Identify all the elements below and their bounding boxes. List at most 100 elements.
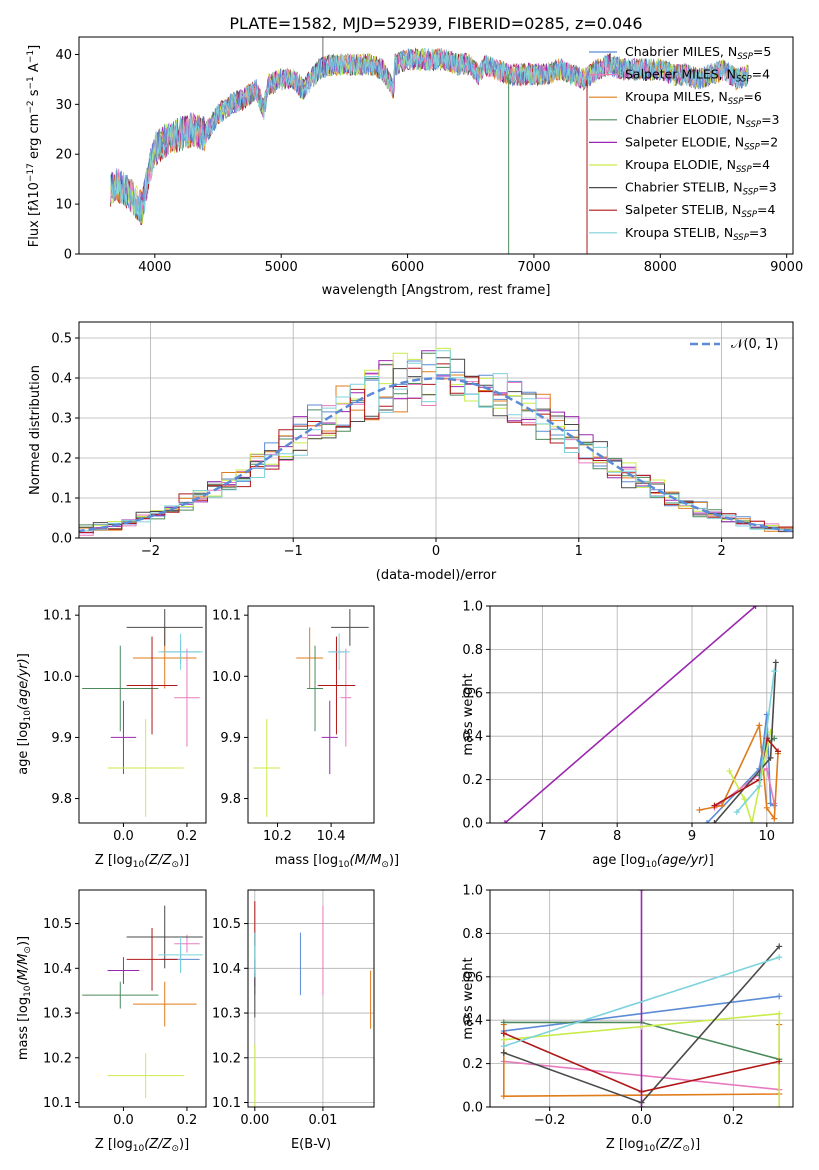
weight-marker (771, 668, 778, 675)
legend-entry: Salpeter MILES, NSSP=4 (625, 67, 770, 85)
errorbar-point (253, 719, 281, 817)
errorbar-point (158, 633, 203, 671)
weight-marker (726, 767, 733, 774)
y-tick-label: 0.2 (462, 773, 483, 788)
x-tick-label: −0.2 (534, 1113, 566, 1128)
axes-frame (78, 889, 207, 1108)
weight-marker (767, 754, 774, 761)
weight-marker (718, 802, 725, 809)
x-tick-label: 0.0 (113, 1113, 134, 1128)
weight-series (728, 731, 772, 823)
weight-marker (696, 806, 703, 813)
weight-marker (501, 820, 508, 823)
plot-area (501, 606, 782, 823)
y-tick-label: 10.1 (212, 1096, 241, 1111)
panel-massweight-vs-z: −0.2 0.0 0.2 0.0 0.2 0.4 0.6 0.8 1.0 mass weight Z… (461, 884, 794, 1154)
axes-frame (78, 36, 794, 255)
legend-entry: Chabrier STELIB, NSSP=3 (625, 180, 777, 198)
x-tick-label: 0.0 (631, 1113, 652, 1128)
y-axis-label: mass weight (461, 957, 476, 1039)
y-axis-label: Normed distribution (28, 365, 43, 495)
y-tick-label: 10.0 (43, 670, 72, 685)
plot-area (253, 609, 369, 817)
y-tick-label: 10.4 (212, 962, 241, 977)
legend: Chabrier MILES, NSSP=5 Salpeter MILES, NS… (589, 44, 780, 243)
legend-entry: Kroupa STELIB, NSSP=3 (625, 225, 767, 243)
errorbar-point (107, 719, 184, 817)
y-tick-label: 10 (55, 198, 72, 213)
weight-marker (500, 1036, 507, 1043)
x-tick-label: 4000 (138, 260, 171, 275)
y-tick-label: 10.4 (43, 962, 72, 977)
legend-entry: Kroupa ELODIE, NSSP=4 (625, 157, 770, 175)
y-tick-label: 0.4 (51, 372, 72, 387)
errorbar-point (132, 981, 197, 1027)
y-tick-label: 0.2 (462, 1057, 483, 1072)
x-axis-label: age [log10(age/yr)] (592, 853, 714, 870)
axis-label: mass [log10(M/M⊙)] (275, 853, 399, 870)
weight-marker (500, 1093, 507, 1100)
x-tick-label: 10.2 (263, 829, 292, 844)
weight-marker (703, 820, 710, 823)
y-tick-label: 0.0 (51, 532, 72, 547)
y-tick-label: 0.6 (462, 686, 483, 701)
weight-marker (772, 659, 779, 666)
weight-marker (638, 1088, 645, 1095)
legend-entry: Kroupa MILES, NSSP=6 (625, 89, 762, 107)
panel-age-vs-mass: 10.2 10.4 9.8 9.9 10.0 10.1 mass [log10(M/M⊙)] (212, 605, 399, 870)
x-tick-label: −2 (141, 544, 160, 559)
y-tick-label: 30 (55, 98, 72, 113)
panel-mass-vs-ebv: 0.00 0.01 10.1 10.2 10.3 10.4 10.5 E(B-V) (212, 889, 375, 1152)
weight-marker (776, 993, 783, 1000)
y-tick-label: 40 (55, 48, 72, 63)
errorbar-point (328, 633, 350, 671)
panel-spectrum: 4000 5000 6000 7000 8000 9000 0 10 20 30 40 wavelen… (26, 36, 803, 298)
y-tick-label: 10.1 (212, 609, 241, 624)
errorbar-point (126, 928, 178, 991)
weight-series (503, 956, 780, 1047)
weight-marker (771, 815, 778, 822)
x-tick-label: 10 (759, 829, 776, 844)
x-tick-label: 0.2 (177, 829, 198, 844)
weight-marker (711, 820, 718, 823)
weight-marker (776, 1058, 783, 1065)
legend-entry: Chabrier ELODIE, NSSP=3 (625, 112, 780, 130)
y-tick-label: 10.3 (43, 1007, 72, 1022)
errorbar-point (340, 648, 352, 747)
weight-marker (776, 943, 783, 950)
x-axis-label: wavelength [Angstrom, rest frame] (322, 283, 551, 298)
x-tick-label: 7000 (517, 260, 550, 275)
y-tick-label: 0.4 (462, 1014, 483, 1029)
y-tick-label: 0 (64, 248, 72, 263)
y-axis-label: mass [log10(M/M⊙)] (16, 936, 33, 1060)
legend-entry: 𝒩(0, 1) (731, 337, 778, 352)
errorbar-point (306, 645, 324, 732)
errorbar-point (126, 609, 203, 646)
weight-marker (763, 765, 770, 772)
x-tick-label: 0.0 (113, 829, 134, 844)
weight-marker (500, 1030, 507, 1037)
panel-residuals: −2 −1 0 1 2 0.0 0.1 0.2 0.3 0.4 0.5 𝒩(0, 1) (data-mo… (28, 321, 794, 583)
y-tick-label: 1.0 (462, 600, 483, 615)
errorbar-point (158, 936, 203, 973)
plot-area (79, 347, 793, 537)
x-tick-label: 8000 (644, 260, 677, 275)
weight-marker (500, 1043, 507, 1050)
weight-marker (638, 1099, 645, 1106)
y-axis-label: mass weight (461, 673, 476, 755)
weight-marker (756, 783, 763, 790)
plot-area (82, 905, 203, 1099)
panel-mass-vs-z: 0.0 0.2 10.1 10.2 10.3 10.4 10.5 Z [log10(Z/Z⊙)… (16, 889, 207, 1154)
x-tick-label: 0 (432, 544, 440, 559)
x-axis-label: E(B-V) (291, 1137, 331, 1152)
x-tick-label: 5000 (265, 260, 298, 275)
y-tick-label: 9.9 (51, 731, 72, 746)
y-tick-label: 9.8 (220, 792, 241, 807)
y-tick-label: 10.2 (212, 1051, 241, 1066)
y-tick-label: 10.0 (212, 670, 241, 685)
weight-marker (741, 796, 748, 803)
x-tick-label: 8 (613, 829, 621, 844)
y-tick-label: 10.5 (212, 917, 241, 932)
y-tick-label: 0.8 (462, 927, 483, 942)
errorbar-point (174, 934, 200, 953)
